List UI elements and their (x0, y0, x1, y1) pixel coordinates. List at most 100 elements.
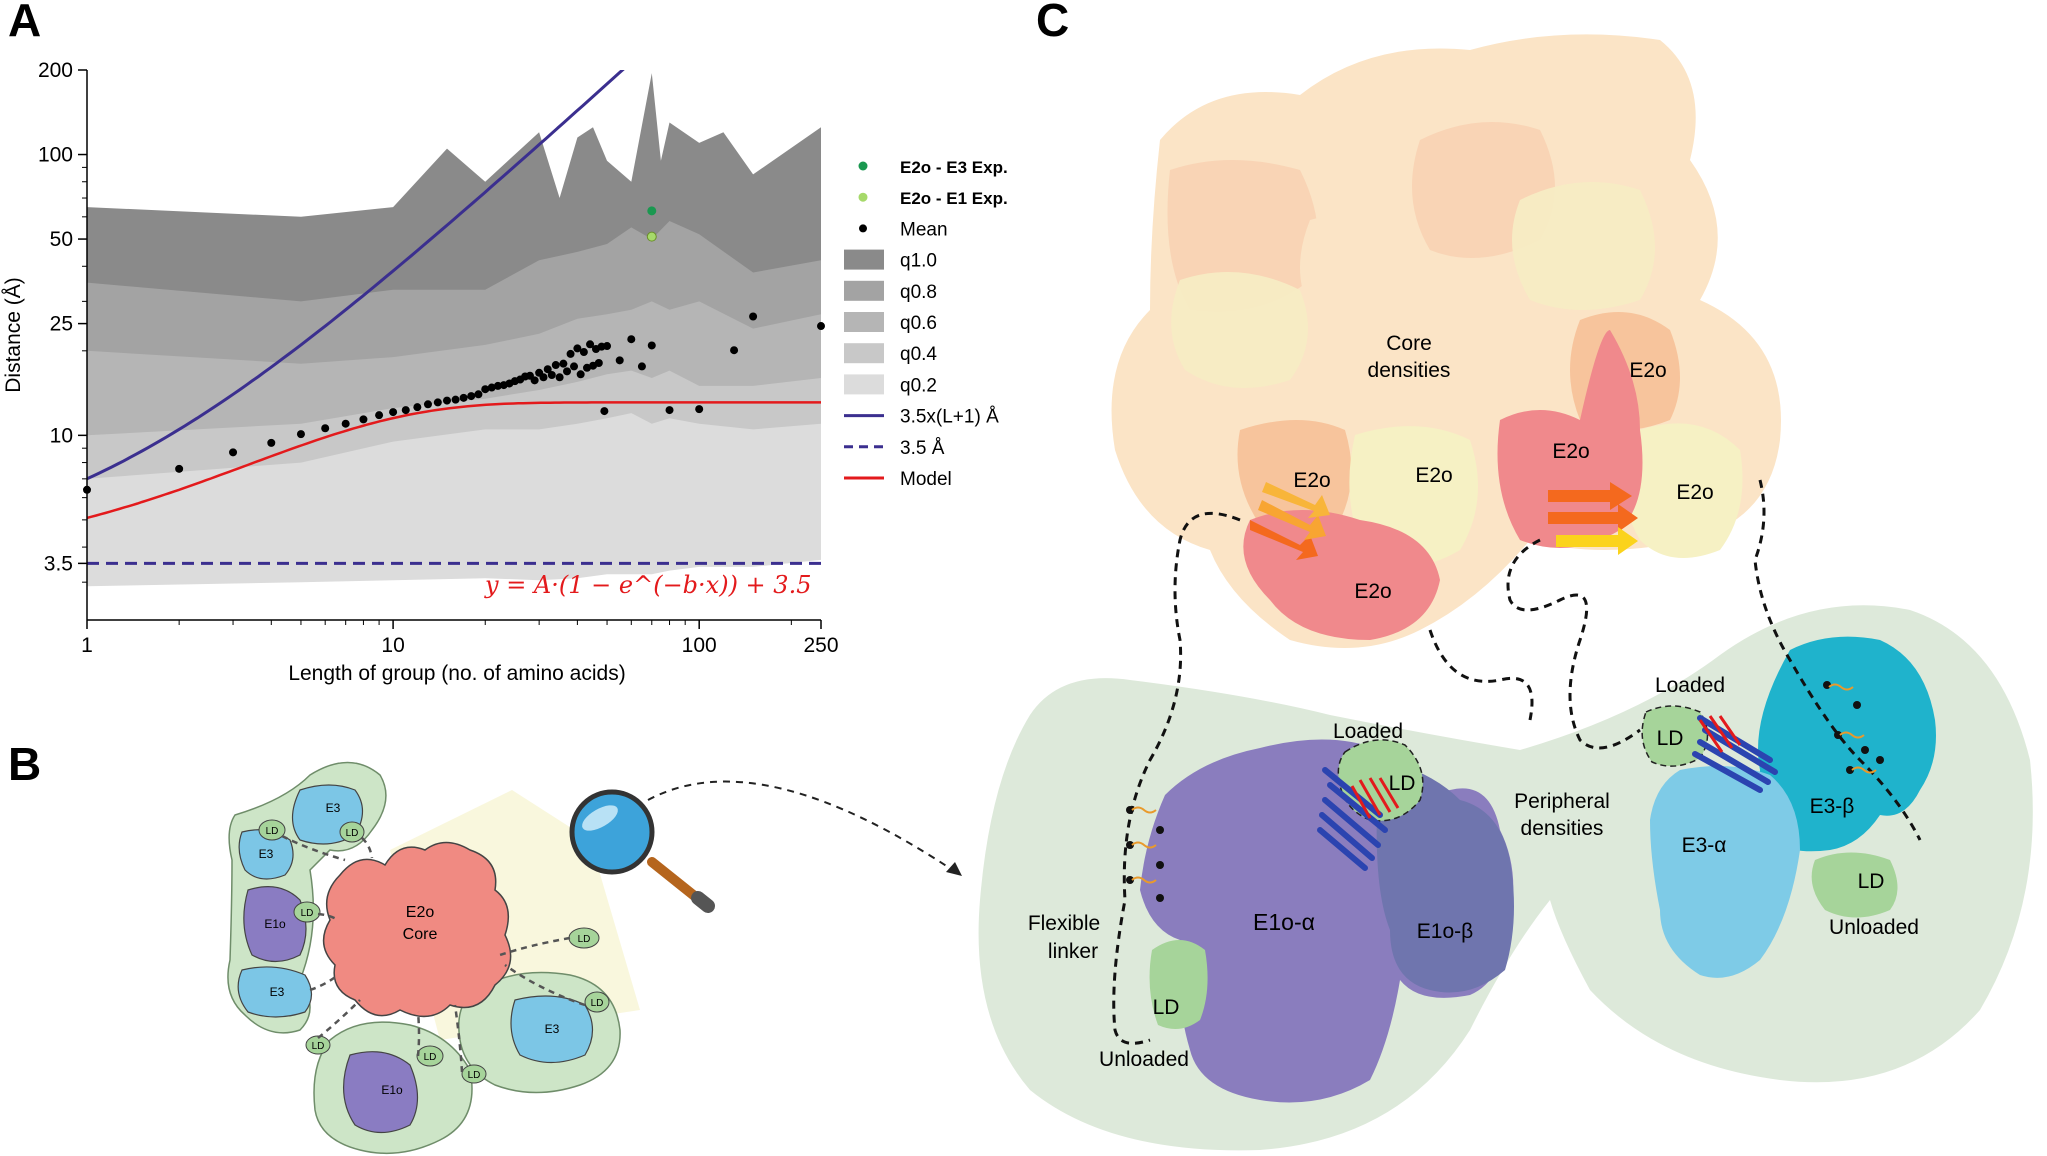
b-e3-bottom-left-label: E3 (270, 985, 285, 999)
mean-point (493, 381, 502, 390)
legend-swatch (844, 249, 884, 270)
mean-point (555, 373, 564, 382)
legend-marker (858, 192, 868, 202)
mean-point (695, 405, 704, 414)
mean-point (467, 392, 476, 401)
mean-point (579, 348, 588, 357)
peripheral-densities-label-1: Peripheral (1514, 790, 1610, 813)
mean-point (566, 349, 575, 358)
red-hatch-right (1698, 715, 1742, 753)
e2o-e3-point (647, 206, 657, 216)
y-axis-label: Distance (Å) (2, 277, 25, 393)
ld-label-right-unloaded: LD (1858, 870, 1885, 893)
unloaded-label-left: Unloaded (1099, 1048, 1189, 1071)
mean-point (389, 408, 398, 417)
x-tick-label: 1 (81, 634, 93, 657)
contour-length-line (87, 70, 625, 481)
b-e3-left-label: E3 (259, 847, 274, 861)
zoom-arrow (647, 780, 961, 876)
mean-point (570, 362, 579, 371)
legend-label: q0.8 (900, 282, 937, 303)
unloaded-label-right: Unloaded (1829, 916, 1919, 939)
mean-point (615, 356, 624, 365)
flexible-linker-label-1: Flexible (1028, 912, 1100, 935)
mean-point (459, 393, 468, 402)
panel-c-diagram: Core densities E2o E2o E2o E2o E2o E2o L… (978, 34, 2033, 1151)
b-ld-1: LD (266, 826, 279, 837)
e2o-label-1: E2o (1629, 359, 1666, 382)
core-faded-4 (1171, 272, 1308, 388)
y-tick-label: 100 (38, 144, 73, 167)
ld-unloaded-e1 (1149, 940, 1208, 1029)
mean-point (321, 424, 330, 433)
legend-marker (858, 161, 868, 171)
b-core-label-2: Core (403, 926, 438, 943)
e2o-label-5: E2o (1676, 481, 1713, 504)
mean-point (551, 361, 560, 370)
mean-point (359, 415, 368, 424)
legend-label: E2o - E1 Exp. (900, 189, 1008, 208)
legend-swatch (844, 374, 884, 395)
loaded-label-left: Loaded (1333, 720, 1403, 743)
legend-label: 3.5x(L+1) Å (900, 407, 999, 428)
legend-swatch (844, 343, 884, 364)
x-tick-label: 10 (381, 634, 404, 657)
panel-letter-c: C (1036, 0, 1069, 46)
mean-point (267, 438, 276, 447)
legend-label: q0.4 (900, 344, 937, 365)
mean-point (665, 406, 674, 415)
distance-chart: 1 10 100 250 3.5 10 25 50 100 200 Length of group… (2, 59, 1008, 685)
mean-point (576, 370, 585, 379)
e2o-label-6: E2o (1354, 580, 1391, 603)
beta-strands-right (1548, 482, 1638, 555)
blue-hatch-left (1317, 767, 1388, 871)
e2o-label-4: E2o (1415, 464, 1452, 487)
lipoyl-arms (1126, 681, 1884, 902)
e3-beta-label: E3-β (1810, 795, 1855, 818)
beta-strands-left (1250, 482, 1330, 560)
mean-point (539, 373, 548, 382)
mean-point (586, 340, 595, 349)
b-ld-6: LD (312, 1041, 325, 1052)
legend-label: q1.0 (900, 251, 937, 272)
b-e1o-bottom (342, 1051, 419, 1134)
b-e1o-left-label: E1o (264, 917, 286, 931)
e2o-e1-point (646, 231, 657, 242)
mean-point (637, 362, 646, 371)
y-tick-label: 10 (50, 424, 73, 447)
mean-point (296, 430, 305, 439)
legend-label: Mean (900, 219, 948, 240)
blue-hatch-right (1692, 715, 1778, 793)
flexible-linkers (1112, 479, 1922, 1045)
mean-point (423, 400, 432, 409)
e2o-label-2: E2o (1552, 440, 1589, 463)
mean-point (413, 403, 422, 412)
mean-point (375, 411, 384, 420)
b-lipoyl-domains: LD LD LD LD LD LD LD LD (258, 819, 610, 1084)
loaded-label-right: Loaded (1655, 674, 1725, 697)
b-ld-7: LD (424, 1052, 437, 1063)
legend-swatch (844, 312, 884, 332)
e3-beta (1758, 636, 1936, 852)
x-tick-label: 250 (803, 634, 838, 657)
legend-swatch (844, 280, 884, 301)
mean-point (451, 395, 460, 404)
b-core-label-1: E2o (406, 904, 435, 921)
mean-point (530, 376, 539, 385)
peripheral-densities-label-2: densities (1521, 817, 1604, 840)
mean-point (563, 367, 572, 376)
mean-point (229, 448, 238, 457)
mean-point (543, 365, 552, 374)
mean-point (647, 341, 656, 350)
b-e3-right-label: E3 (545, 1022, 560, 1036)
mean-point (573, 344, 582, 353)
y-tick-label: 200 (38, 59, 73, 82)
b-ld-5: LD (591, 998, 604, 1009)
ld-unloaded-e3 (1811, 852, 1898, 918)
mean-point (175, 464, 184, 473)
quantile-bands (87, 73, 821, 587)
e3-alpha-label: E3-α (1682, 834, 1727, 857)
e2o-subunit-4 (1625, 423, 1743, 558)
core-faded-3 (1512, 182, 1655, 310)
